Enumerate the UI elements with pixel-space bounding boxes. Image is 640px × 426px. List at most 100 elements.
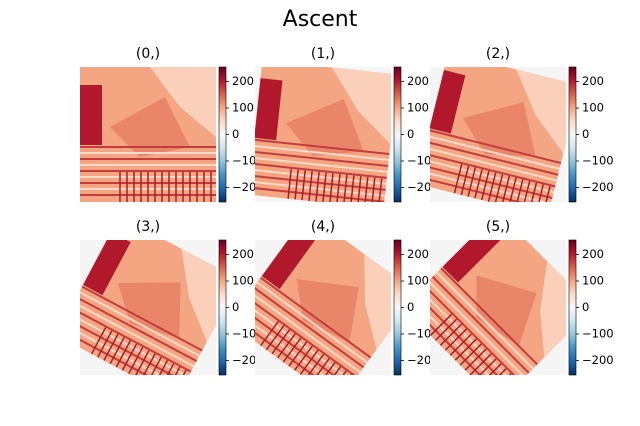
image-baluster (282, 337, 302, 363)
image-shape (332, 67, 391, 145)
panel-title: (5,) (486, 219, 510, 235)
image-baluster (495, 379, 516, 400)
image-baluster (322, 172, 327, 202)
image-baluster (459, 343, 482, 366)
image-baluster (444, 328, 468, 351)
colorbar (218, 66, 227, 203)
panel-image (255, 240, 391, 375)
panel-image (80, 240, 216, 375)
panel-title: (0,) (136, 46, 160, 62)
image-baluster (271, 329, 291, 355)
colorbar (218, 239, 227, 376)
image-rail (255, 162, 387, 179)
image-rail (255, 156, 388, 173)
panel-image (430, 67, 566, 202)
image-baluster (316, 362, 336, 375)
image-rail (431, 276, 530, 374)
colorbar-tick-label: 200 (232, 74, 254, 88)
image-baluster (474, 358, 497, 375)
image-baluster (439, 323, 463, 346)
image-content (255, 240, 391, 375)
image-rail (80, 301, 195, 368)
panel-image (80, 67, 216, 202)
image-baluster (260, 320, 279, 347)
image-rail (255, 138, 390, 156)
image-shape (296, 279, 359, 343)
image-baluster (299, 349, 319, 375)
colorbar-tick-label: 100 (407, 274, 429, 288)
panel-image (255, 67, 391, 202)
image-rail (430, 135, 560, 170)
colorbar-tick-label: 200 (232, 247, 254, 261)
image-baluster (460, 165, 470, 196)
image-baluster (430, 313, 453, 336)
image-content (430, 240, 566, 400)
image-baluster (449, 333, 473, 356)
image-baluster (489, 373, 512, 375)
image-baluster (103, 333, 119, 361)
colorbar-tick-label: 200 (407, 74, 429, 88)
image-baluster (494, 174, 504, 202)
image-baluster (521, 180, 531, 202)
image-baluster (377, 178, 383, 202)
panel-image (430, 240, 566, 400)
image-baluster (301, 170, 306, 201)
image-baluster (487, 172, 497, 202)
colorbar-tick-label: 100 (407, 101, 429, 115)
image-rail (80, 296, 198, 362)
image-baluster (305, 353, 325, 375)
image-baluster (109, 336, 125, 365)
image-baluster (535, 184, 544, 202)
image-shape (255, 78, 283, 141)
image-baluster (514, 179, 524, 202)
image-baluster (474, 169, 483, 199)
colorbar-tick-label: 0 (407, 300, 414, 314)
image-baluster (453, 163, 463, 194)
image-baluster (328, 370, 347, 375)
colorbar-tick-label: 100 (232, 101, 254, 115)
image-rail (255, 296, 358, 375)
colorbar-tick-label: 0 (582, 300, 589, 314)
colorbar-tick-label: 100 (232, 274, 254, 288)
colorbar (393, 66, 402, 203)
image-baluster (165, 366, 181, 375)
panel-title: (3,) (136, 219, 160, 235)
image-rail (256, 281, 368, 364)
colorbar-tick-label: −200 (582, 180, 614, 194)
image-baluster (370, 177, 376, 202)
image-rail (260, 276, 372, 359)
image-rail (440, 267, 538, 366)
image-baluster (277, 333, 296, 359)
image-baluster (128, 346, 144, 375)
colorbar-tick-label: 200 (582, 247, 604, 261)
image-baluster (479, 363, 502, 375)
colorbar-tick-label: 200 (407, 247, 429, 261)
image-baluster (294, 345, 313, 371)
image-baluster (350, 175, 355, 202)
image-baluster (508, 177, 517, 202)
image-rail (436, 271, 534, 370)
image-rail (81, 285, 203, 352)
image-baluster (329, 173, 334, 202)
image-baluster (146, 356, 162, 375)
image-shape (516, 69, 566, 154)
image-shape (364, 254, 391, 350)
image-baluster (308, 170, 313, 201)
image-baluster (115, 340, 132, 368)
image-shape (150, 67, 216, 137)
image-shape (285, 98, 364, 157)
image-rail (80, 306, 192, 373)
image-rail (255, 286, 365, 369)
colorbar-tick-label: −100 (582, 326, 614, 340)
image-baluster (140, 353, 156, 375)
image-shape (540, 261, 566, 358)
image-baluster (171, 369, 187, 375)
colorbar (393, 239, 402, 376)
image-baluster (464, 348, 487, 371)
image-rail (430, 152, 556, 188)
image-baluster (467, 167, 477, 197)
image-baluster (90, 327, 107, 355)
colorbar-tick-label: 100 (582, 274, 604, 288)
image-baluster (311, 357, 330, 375)
image-shape (83, 240, 131, 296)
